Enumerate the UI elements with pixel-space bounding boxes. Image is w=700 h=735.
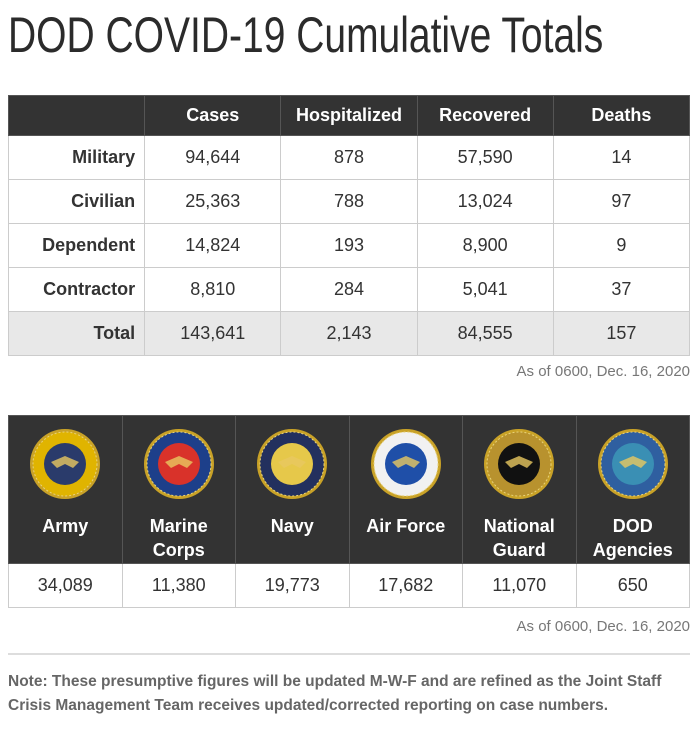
header-recovered: Recovered xyxy=(416,95,554,136)
branch-name: Army xyxy=(42,516,89,536)
cell-value: 8,810 xyxy=(144,267,282,312)
branch-header: Army xyxy=(8,415,123,564)
table-row: Total 143,641 2,143 84,555 157 xyxy=(7,311,691,356)
cell-value: 14,824 xyxy=(144,223,282,268)
row-label: Civilian xyxy=(7,179,146,224)
cell-value: 193 xyxy=(280,223,418,268)
cell-value: 284 xyxy=(280,267,418,312)
branch-name-line2: Guard xyxy=(492,540,546,560)
cell-value: 84,555 xyxy=(416,311,554,356)
cell-value: 5,041 xyxy=(416,267,554,312)
cell-value: 14 xyxy=(552,135,691,180)
branch-header-row: Army Marine Corps Navy Air Force National… xyxy=(8,415,690,564)
cell-value: 8,900 xyxy=(416,223,554,268)
marine-corps-seal-icon xyxy=(143,429,214,499)
branch-header: Air Force xyxy=(348,415,463,564)
cumulative-totals-table: Cases Hospitalized Recovered Deaths Mili… xyxy=(7,95,691,356)
table-row: Civilian 25,363 788 13,024 97 xyxy=(7,179,691,224)
cell-value: 157 xyxy=(552,311,691,356)
table-row: Military 94,644 878 57,590 14 xyxy=(7,135,691,180)
table-row: Contractor 8,810 284 5,041 37 xyxy=(7,267,691,312)
branch-name-line2: Agencies xyxy=(592,540,673,560)
row-label: Contractor xyxy=(7,267,146,312)
navy-seal-icon xyxy=(257,429,328,499)
branch-cases-value: 650 xyxy=(575,563,690,608)
header-blank xyxy=(7,95,146,136)
branch-name: Air Force xyxy=(366,516,446,536)
note-text: Note: These presumptive figures will be … xyxy=(8,673,662,714)
branch-header: Navy xyxy=(235,415,350,564)
cell-value: 25,363 xyxy=(144,179,282,224)
cell-value: 878 xyxy=(280,135,418,180)
cell-value: 9 xyxy=(552,223,691,268)
branch-name: Marine xyxy=(149,516,208,536)
header-deaths: Deaths xyxy=(552,95,691,136)
branch-name: DOD xyxy=(612,516,653,536)
branch-cases-value: 17,682 xyxy=(348,563,463,608)
air-force-seal-icon xyxy=(370,429,441,499)
branch-header: Marine Corps xyxy=(121,415,236,564)
branch-cases-value: 34,089 xyxy=(8,563,123,608)
branch-name: Navy xyxy=(270,516,314,536)
branch-values-row: 34,089 11,380 19,773 17,682 11,070 650 xyxy=(8,563,690,608)
header-hospitalized: Hospitalized xyxy=(280,95,418,136)
table-row: Dependent 14,824 193 8,900 9 xyxy=(7,223,691,268)
row-label: Dependent xyxy=(7,223,146,268)
row-label: Military xyxy=(7,135,146,180)
page-title: DOD COVID-19 Cumulative Totals xyxy=(8,7,604,63)
cell-value: 57,590 xyxy=(416,135,554,180)
branch-cases-value: 11,070 xyxy=(462,563,577,608)
branch-name-line2: Corps xyxy=(152,540,205,560)
cell-value: 94,644 xyxy=(144,135,282,180)
as-of-timestamp: As of 0600, Dec. 16, 2020 xyxy=(516,363,690,380)
table-header-row: Cases Hospitalized Recovered Deaths xyxy=(7,95,691,136)
cell-value: 37 xyxy=(552,267,691,312)
cell-value: 2,143 xyxy=(280,311,418,356)
cell-value: 143,641 xyxy=(144,311,282,356)
cell-value: 97 xyxy=(552,179,691,224)
branch-cases-table: Army Marine Corps Navy Air Force National… xyxy=(8,415,690,608)
branch-as-of-timestamp: As of 0600, Dec. 16, 2020 xyxy=(516,618,690,635)
branch-name: National xyxy=(483,516,555,536)
army-seal-icon xyxy=(30,429,101,499)
branch-header: National Guard xyxy=(462,415,577,564)
cell-value: 13,024 xyxy=(416,179,554,224)
cell-value: 788 xyxy=(280,179,418,224)
row-label: Total xyxy=(7,311,146,356)
national-guard-seal-icon xyxy=(484,429,555,499)
divider xyxy=(8,653,690,655)
branch-header: DOD Agencies xyxy=(575,415,690,564)
dod-seal-icon xyxy=(597,429,668,499)
branch-cases-value: 19,773 xyxy=(235,563,350,608)
branch-cases-value: 11,380 xyxy=(121,563,236,608)
header-cases: Cases xyxy=(144,95,282,136)
